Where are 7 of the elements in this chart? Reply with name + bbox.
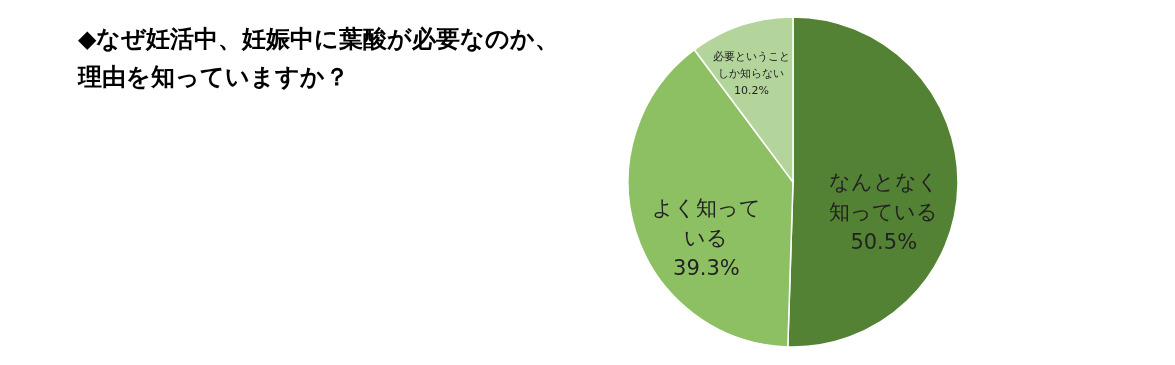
data-label: 50.5%: [850, 230, 918, 255]
data-label: 39.3%: [673, 256, 740, 281]
slice-label: 必要ということしか知らない: [712, 49, 790, 80]
slice-label: なんとなく知っている: [828, 170, 939, 225]
data-label: 10.2%: [733, 83, 769, 97]
slice-label: よく知っている: [651, 196, 761, 251]
text: ◆なぜ妊活中、妊娠中に葉酸が必要なのか、理由を知っていますか？: [77, 25, 560, 91]
